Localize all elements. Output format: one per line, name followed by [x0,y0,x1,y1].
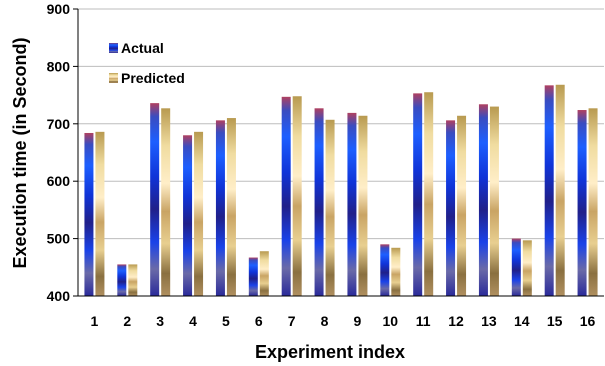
y-axis-title: Execution time (in Second) [10,37,30,268]
legend-label-predicted: Predicted [121,70,185,86]
bar-predicted [588,108,598,296]
x-tick-label: 12 [448,313,464,329]
bar-actual [314,108,324,296]
y-tick-label: 600 [47,173,71,189]
bar-actual [511,238,521,296]
bar-actual [577,110,587,296]
x-tick-label: 10 [383,313,399,329]
bar-actual [347,112,357,296]
y-tick-label: 700 [47,116,71,132]
legend-swatch-predicted [109,73,118,83]
x-tick-label: 7 [288,313,296,329]
bar-predicted [489,106,499,296]
bar-predicted [194,131,204,296]
bar-predicted [259,251,269,296]
y-tick-label: 500 [47,231,71,247]
bar-actual [544,85,554,296]
bar-actual [84,132,94,296]
bar-predicted [226,118,236,296]
x-tick-label: 3 [156,313,164,329]
x-tick-label: 13 [481,313,497,329]
bar-actual [117,264,127,296]
bar-predicted [292,96,302,296]
x-tick-label: 11 [416,313,431,329]
bar-actual [150,103,160,296]
legend-label-actual: Actual [121,40,164,56]
y-tick-label: 800 [47,58,71,74]
bar-actual [478,104,488,296]
bar-actual [380,244,390,296]
bar-predicted [128,264,138,296]
bars [84,84,598,297]
bar-actual [248,257,258,296]
legend: Actual Predicted [109,40,185,86]
bar-predicted [555,84,565,296]
x-tick-label: 9 [354,313,362,329]
x-tick-label: 8 [321,313,329,329]
x-tick-label: 5 [222,313,230,329]
x-tick-label: 4 [189,313,197,329]
bar-predicted [325,119,335,296]
bar-actual [413,93,423,297]
x-tick-labels: 1 2 3 4 5 6 7 8 9 10 11 12 13 14 15 16 [91,313,596,329]
bar-predicted [522,240,532,296]
x-tick-label: 16 [580,313,596,329]
bar-predicted [161,108,171,296]
y-tick-label: 900 [47,1,71,17]
bar-actual [446,120,456,296]
x-tick-label: 6 [255,313,263,329]
bar-predicted [391,247,401,296]
bar-actual [183,135,193,296]
bar-actual [281,96,291,297]
x-tick-label: 14 [514,313,530,329]
legend-swatch-actual [109,43,118,53]
bar-predicted [424,92,434,296]
x-tick-label: 15 [547,313,563,329]
x-tick-label: 2 [123,313,131,329]
x-tick-label: 1 [91,313,99,329]
bar-predicted [358,115,368,296]
bar-predicted [457,115,467,296]
y-tick-label: 400 [47,288,71,304]
y-tick-labels: 400 500 600 700 800 900 [47,1,71,304]
bar-predicted [95,131,105,296]
x-axis-title: Experiment index [255,342,405,362]
bar-actual [215,120,225,296]
